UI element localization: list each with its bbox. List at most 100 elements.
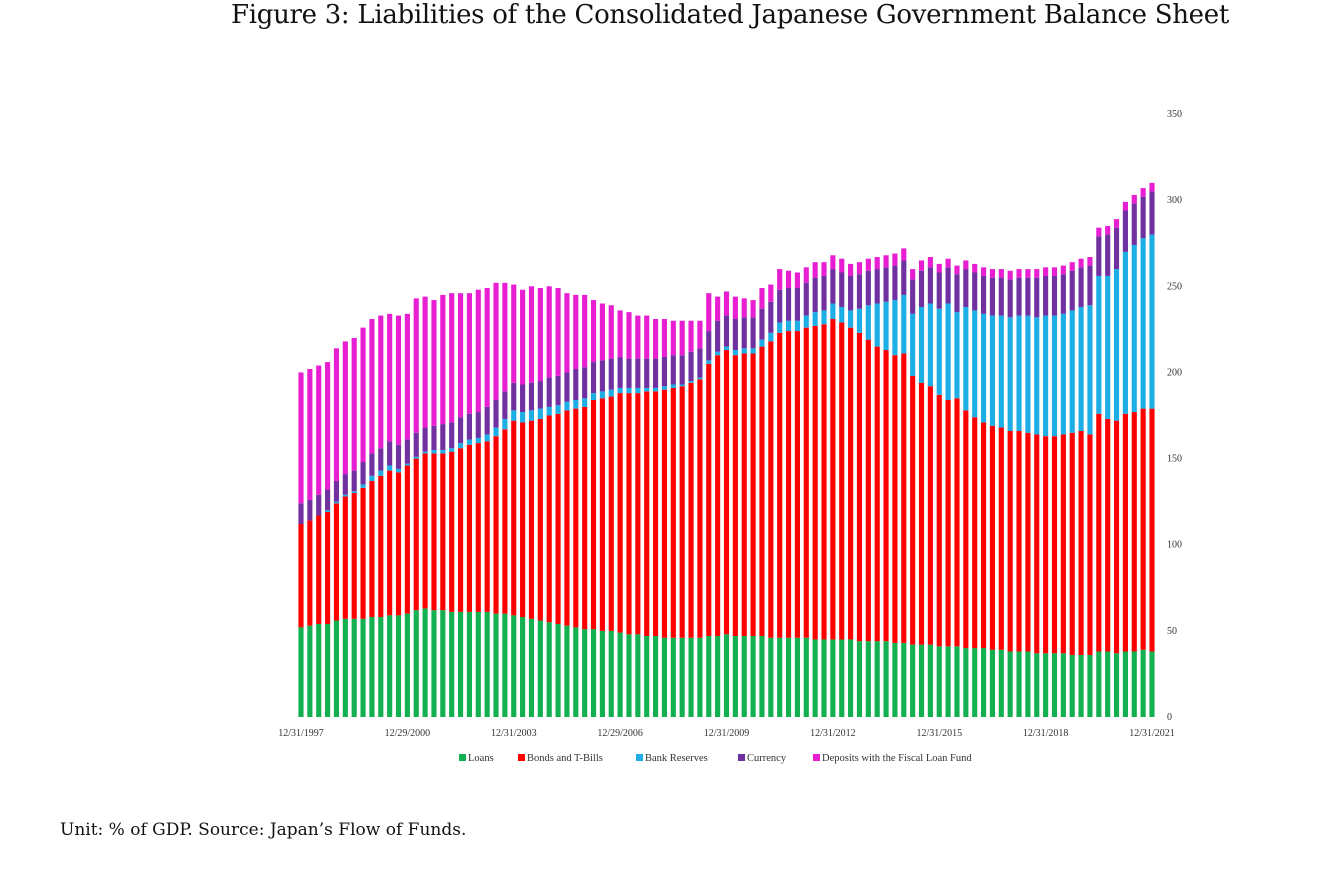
bar-segment-bonds-and-t-bills-94: [1131, 412, 1137, 652]
bar-segment-loans-65: [874, 641, 880, 717]
bar-segment-deposits-with-the-fiscal-loan-fund-30: [564, 293, 570, 373]
x-tick-label: 12/31/2015: [917, 728, 963, 739]
bar-segment-loans-39: [644, 636, 650, 717]
bar-segment-loans-46: [706, 636, 712, 717]
bar-segment-deposits-with-the-fiscal-loan-fund-3: [325, 362, 331, 490]
bar-segment-bonds-and-t-bills-38: [635, 393, 641, 635]
bar-segment-loans-7: [360, 618, 366, 717]
legend: Loans Bonds and T-Bills Bank Reserves Curre…: [459, 753, 972, 764]
bar-segment-bonds-and-t-bills-48: [723, 350, 730, 635]
bar-segment-bonds-and-t-bills-49: [732, 355, 738, 637]
bar-segment-loans-87: [1069, 654, 1075, 717]
bar-segment-deposits-with-the-fiscal-loan-fund-86: [1060, 265, 1066, 275]
y-axis-ticks: 0 50 100 150 200 250 300 350: [1167, 109, 1182, 723]
bar-segment-bonds-and-t-bills-35: [608, 396, 614, 631]
bar-segment-bank-reserves-68: [901, 294, 907, 354]
figure-caption: Unit: % of GDP. Source: Japan’s Flow of …: [60, 820, 467, 840]
bar-segment-bank-reserves-80: [1007, 317, 1013, 432]
bar-segment-loans-18: [457, 611, 464, 717]
bar-segment-loans-41: [661, 637, 668, 717]
bar-segment-bonds-and-t-bills-84: [1043, 436, 1049, 654]
bar-segment-deposits-with-the-fiscal-loan-fund-94: [1131, 194, 1137, 204]
bar-segment-deposits-with-the-fiscal-loan-fund-91: [1105, 225, 1111, 235]
bar-segment-bank-reserves-24: [511, 410, 517, 421]
bar-segment-currency-32: [582, 367, 588, 399]
bar-segment-currency-17: [449, 422, 455, 449]
bar-segment-bank-reserves-65: [874, 303, 880, 347]
bar-segment-currency-85: [1051, 275, 1058, 316]
bar-segment-deposits-with-the-fiscal-loan-fund-61: [839, 258, 845, 273]
y-tick-label: 300: [1167, 195, 1182, 206]
bar-segment-bank-reserves-74: [954, 312, 960, 399]
bar-segment-deposits-with-the-fiscal-loan-fund-77: [981, 267, 987, 276]
bar-segment-bank-reserves-59: [821, 310, 827, 325]
bar-segment-loans-47: [715, 636, 721, 717]
bar-segment-bonds-and-t-bills-79: [998, 427, 1004, 650]
bar-segment-currency-88: [1078, 267, 1084, 307]
bar-segment-loans-8: [369, 617, 375, 717]
bar-segment-bonds-and-t-bills-64: [865, 339, 871, 642]
bar-segment-loans-51: [750, 636, 756, 717]
bar-segment-loans-55: [785, 637, 792, 717]
bar-segment-loans-29: [555, 623, 561, 717]
bar-segment-bonds-and-t-bills-54: [777, 332, 783, 638]
bar-segment-bonds-and-t-bills-15: [431, 453, 437, 611]
bar-segment-currency-94: [1131, 203, 1137, 245]
bar-segment-currency-81: [1016, 277, 1022, 316]
bar-segment-loans-0: [298, 627, 304, 717]
legend-swatch-bonds-and-t-bills: [518, 754, 525, 761]
bar-segment-loans-75: [963, 648, 969, 717]
bar-segment-currency-49: [732, 319, 738, 351]
bar-segment-loans-1: [307, 625, 313, 717]
bar-segment-bonds-and-t-bills-69: [910, 375, 916, 645]
bar-segment-bank-reserves-56: [794, 320, 800, 332]
bar-segment-loans-2: [316, 623, 322, 717]
bar-segment-currency-70: [918, 270, 925, 307]
bar-segment-loans-32: [582, 629, 588, 717]
bar-segment-bank-reserves-48: [723, 346, 730, 351]
bar-segment-currency-29: [555, 375, 561, 406]
bar-segment-bank-reserves-14: [422, 451, 428, 454]
bar-segment-bonds-and-t-bills-92: [1113, 420, 1120, 654]
y-tick-label: 50: [1167, 626, 1177, 637]
bar-segment-deposits-with-the-fiscal-loan-fund-37: [626, 312, 632, 359]
bar-segment-currency-62: [848, 275, 854, 311]
bar-segment-loans-95: [1140, 649, 1146, 717]
bar-segment-bonds-and-t-bills-87: [1069, 432, 1075, 655]
x-axis-ticks: 12/31/1997 12/29/2000 12/31/2003 12/29/2006…: [278, 728, 1175, 739]
bar-segment-deposits-with-the-fiscal-loan-fund-92: [1113, 219, 1120, 228]
bar-segment-currency-84: [1043, 275, 1049, 316]
bar-segment-bank-reserves-89: [1087, 305, 1093, 435]
bar-segment-loans-83: [1034, 653, 1040, 717]
bar-segment-loans-24: [511, 615, 517, 717]
bar-segment-bank-reserves-10: [387, 465, 393, 471]
bar-segment-deposits-with-the-fiscal-loan-fund-55: [785, 270, 792, 289]
bar-segment-loans-63: [856, 641, 863, 717]
bar-segment-bank-reserves-72: [936, 308, 942, 395]
bar-segment-loans-11: [395, 615, 402, 717]
bar-segment-deposits-with-the-fiscal-loan-fund-24: [511, 284, 517, 383]
bar-segment-currency-19: [466, 413, 472, 440]
bar-segment-currency-13: [413, 432, 419, 457]
bar-segment-loans-43: [679, 637, 685, 717]
bar-segment-bonds-and-t-bills-42: [670, 387, 676, 638]
bar-segment-loans-81: [1016, 651, 1022, 717]
bar-segment-currency-60: [830, 269, 836, 304]
bar-segment-currency-47: [715, 320, 721, 352]
bar-segment-currency-36: [617, 356, 623, 388]
bar-segment-bank-reserves-63: [856, 308, 863, 333]
bar-segment-currency-37: [626, 358, 632, 388]
bar-segment-loans-54: [777, 637, 783, 717]
bar-segment-deposits-with-the-fiscal-loan-fund-18: [457, 293, 464, 418]
bars-group: [298, 182, 1155, 717]
bar-segment-bonds-and-t-bills-32: [582, 406, 588, 630]
bar-segment-bank-reserves-54: [777, 322, 783, 333]
bar-segment-bonds-and-t-bills-47: [715, 355, 721, 637]
bar-segment-bonds-and-t-bills-39: [644, 391, 650, 637]
bar-segment-bank-reserves-4: [333, 501, 340, 504]
bar-segment-bank-reserves-25: [520, 412, 526, 423]
bar-segment-currency-5: [342, 474, 348, 495]
bar-segment-bonds-and-t-bills-46: [706, 363, 712, 637]
bar-segment-loans-35: [608, 630, 614, 717]
